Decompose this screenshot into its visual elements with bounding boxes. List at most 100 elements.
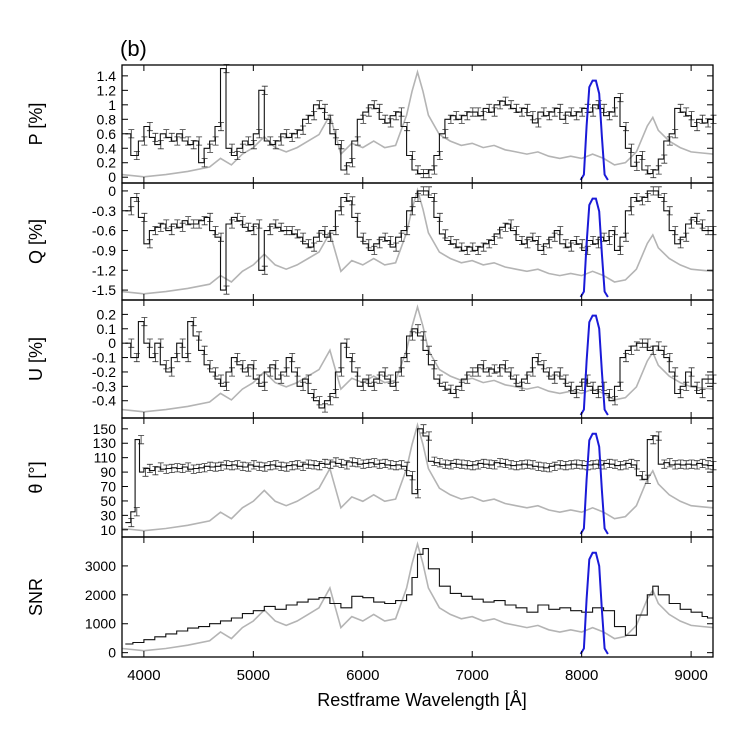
xtick-label-4: 8000 — [565, 667, 598, 684]
u-ytick-label-3: -0.1 — [92, 350, 116, 366]
q-errorbar-4 — [152, 226, 159, 236]
theta-ytick-label-7: 150 — [93, 421, 117, 437]
q-errorbar-44 — [371, 245, 378, 255]
panel-u: 0.20.10-0.1-0.2-0.3-0.4 U [%] — [26, 299, 717, 419]
u-ytick-label-5: -0.3 — [92, 378, 116, 394]
p-series — [125, 68, 713, 175]
p-ytick-label-0: 0 — [108, 169, 116, 185]
p-errorbar-15 — [212, 136, 219, 146]
xtick-label-3: 7000 — [456, 667, 489, 684]
theta-errorbar-102 — [683, 460, 690, 470]
u-errorbar-40 — [349, 353, 356, 363]
q-ytick-label-0: 0 — [108, 183, 116, 199]
theta-errorbar-91 — [623, 460, 629, 470]
u-errorbar-8 — [174, 353, 181, 363]
theta-errorbar-81 — [568, 460, 575, 470]
theta-ytick-label-6: 130 — [93, 435, 117, 451]
p-ytick-label-3: 0.6 — [97, 126, 117, 142]
p-errorbar-36 — [327, 114, 334, 124]
u-errorbar-4 — [152, 353, 159, 363]
u-errorbar-76 — [546, 367, 553, 377]
y-axis-label-theta: θ [°] — [26, 461, 46, 493]
q-errorbar-62 — [469, 242, 476, 252]
y-axis-label-q: Q [%] — [26, 219, 46, 264]
u-ytick-label-2: 0 — [108, 335, 116, 351]
xtick-label-5: 9000 — [674, 667, 707, 684]
snr-series — [125, 548, 713, 645]
p-errorbar-51 — [409, 151, 416, 160]
q-errorbar-80 — [568, 242, 575, 252]
u-ytick-label-1: 0.1 — [97, 321, 117, 337]
theta-errorbar-66 — [486, 459, 493, 469]
panel-q: 0 -0.3 -0.6 -0.9 -1.2 -1.5 Q [%] — [26, 182, 717, 301]
filter-curve-q — [579, 197, 609, 298]
q-errorbar-69 — [508, 219, 515, 229]
flux-spectrum-q — [121, 187, 714, 295]
p-errorbar-18 — [229, 143, 235, 153]
q-series — [125, 190, 713, 291]
theta-errorbar-95 — [644, 474, 651, 484]
theta-errorbar-52 — [409, 471, 416, 481]
theta-ytick-label-0: 10 — [100, 522, 116, 538]
u-errorbar-51 — [409, 331, 416, 341]
q-errorbar-65 — [486, 239, 493, 249]
theta-errorbar-41 — [349, 457, 356, 467]
q-errorbar-33 — [311, 242, 318, 252]
theta-errorbar-19 — [229, 461, 235, 471]
panels: 00.20.40.60.811.21.4P [%]0-0.3-0.6-0.9-1… — [26, 64, 717, 661]
flux-spectrum-theta — [121, 422, 714, 532]
p-errorbar-40 — [349, 158, 356, 168]
theta-errorbar-45 — [371, 458, 378, 468]
u-errorbar-26 — [272, 360, 279, 370]
theta-errorbar-34 — [311, 460, 318, 470]
flux-spectrum-u — [121, 304, 714, 413]
q-errorbar-8 — [174, 219, 181, 229]
q-errorbar-40 — [349, 196, 356, 206]
theta-series — [125, 428, 713, 524]
q-errorbar-98 — [666, 206, 673, 216]
snr-ytick-label-3: 3000 — [85, 558, 116, 574]
u-series — [125, 321, 713, 409]
p-errorbar-4 — [152, 132, 159, 142]
theta-errorbar-3 — [142, 467, 149, 477]
snr-ytick-label-0: 0 — [108, 645, 116, 661]
q-errorbar-15 — [212, 226, 219, 236]
q-ytick-label-1: -0.3 — [92, 203, 116, 219]
p-ytick-label-7: 1.4 — [97, 68, 117, 84]
filter-curve-snr — [579, 551, 609, 655]
u-errorbar-98 — [666, 353, 673, 363]
u-errorbar-18 — [229, 367, 235, 377]
p-errorbar-90 — [623, 122, 629, 132]
snr-ytick-label-1: 1000 — [85, 616, 116, 632]
u-errorbar-47 — [387, 374, 394, 384]
filter-curve-theta — [579, 432, 609, 535]
q-ytick-label-3: -0.9 — [92, 242, 116, 258]
u-errorbar-80 — [568, 381, 575, 391]
u-errorbar-11 — [190, 317, 197, 327]
q-errorbar-29 — [289, 226, 296, 236]
u-errorbar-94 — [644, 338, 651, 348]
q-errorbar-87 — [606, 236, 613, 245]
q-errorbar-22 — [250, 226, 257, 236]
xtick-label-0: 4000 — [127, 667, 160, 684]
p-errorbar-33 — [311, 111, 318, 121]
filter-curve-p — [579, 79, 609, 181]
xtick-label-2: 6000 — [346, 667, 379, 684]
theta-errorbar-30 — [289, 461, 296, 471]
u-ytick-label-0: 0.2 — [97, 306, 117, 322]
p-ytick-label-5: 1 — [108, 97, 116, 113]
p-errorbar-72 — [524, 103, 531, 113]
y-axis-label-snr: SNR — [26, 578, 46, 616]
u-errorbar-36 — [327, 396, 334, 406]
theta-errorbar-48 — [387, 460, 394, 470]
theta-errorbar-27 — [272, 460, 279, 470]
q-errorbar-101 — [683, 232, 690, 242]
theta-errorbar-16 — [212, 462, 219, 472]
q-errorbar-18 — [229, 219, 235, 229]
q-errorbar-36 — [327, 232, 334, 242]
u-ytick-label-4: -0.2 — [92, 364, 116, 380]
theta-ytick-label-1: 30 — [100, 507, 116, 523]
